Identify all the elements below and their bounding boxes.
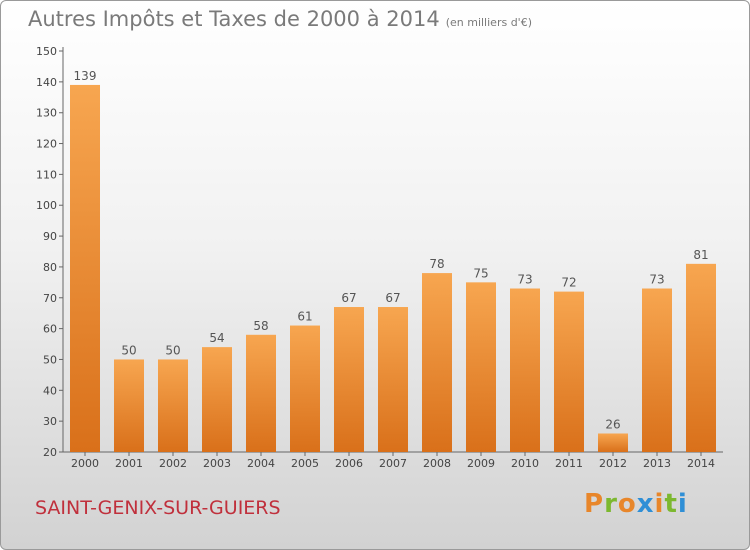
y-tick-label: 40 [43, 384, 57, 397]
bar-2014 [686, 263, 716, 452]
x-tick-label: 2007 [379, 457, 407, 470]
bar-2009 [466, 282, 496, 452]
bar-2013 [642, 288, 672, 452]
y-tick-label: 110 [36, 168, 57, 181]
logo-letter: t [664, 489, 678, 519]
bar-2000 [70, 84, 100, 452]
logo-letter: o [617, 489, 637, 519]
data-label: 81 [693, 248, 708, 262]
bar-2008 [422, 273, 452, 452]
x-tick-label: 2014 [687, 457, 715, 470]
bar-2001 [114, 359, 144, 452]
y-tick-label: 90 [43, 230, 57, 243]
data-label: 72 [561, 276, 576, 290]
data-label: 139 [74, 69, 97, 83]
x-tick-label: 2009 [467, 457, 495, 470]
bar-2004 [246, 334, 276, 452]
x-tick-label: 2002 [159, 457, 187, 470]
bar-2007 [378, 307, 408, 452]
bar-2012 [598, 433, 628, 452]
x-tick-label: 2008 [423, 457, 451, 470]
x-tick-label: 2004 [247, 457, 275, 470]
data-label: 54 [209, 331, 224, 345]
y-tick-label: 80 [43, 261, 57, 274]
y-tick-label: 150 [36, 45, 57, 58]
logo-letter: x [636, 489, 655, 519]
y-tick-label: 100 [36, 199, 57, 212]
logo-letter: P [584, 489, 605, 519]
bar-2006 [334, 307, 364, 452]
x-tick-label: 2013 [643, 457, 671, 470]
y-tick-label: 140 [36, 76, 57, 89]
y-tick-label: 20 [43, 446, 57, 459]
y-tick-label: 120 [36, 138, 57, 151]
proxiti-logo[interactable]: Proxiti [584, 489, 688, 519]
location-name: SAINT-GENIX-SUR-GUIERS [35, 497, 281, 519]
bar-2005 [290, 325, 320, 452]
bar-2011 [554, 291, 584, 452]
y-tick-label: 60 [43, 323, 57, 336]
chart-title-text: Autres Impôts et Taxes de 2000 à 2014 [28, 7, 440, 31]
logo-letter: i [654, 489, 665, 519]
x-tick-label: 2006 [335, 457, 363, 470]
y-tick-label: 50 [43, 353, 57, 366]
x-tick-label: 2001 [115, 457, 143, 470]
chart-labels: 2000 139 2001 50 2002 50 2003 54 2004 58 2005 61 200… [71, 69, 715, 470]
bar-2003 [202, 347, 232, 452]
chart-axes: 20 30 40 50 60 70 80 90 100 110 120 130 140 150 [36, 45, 723, 459]
bar-2010 [510, 288, 540, 452]
data-label: 67 [341, 291, 356, 305]
y-tick-label: 130 [36, 107, 57, 120]
data-label: 58 [253, 319, 268, 333]
x-tick-label: 2011 [555, 457, 583, 470]
data-label: 50 [165, 343, 180, 357]
bar-2002 [158, 359, 188, 452]
logo-letter: i [677, 489, 688, 519]
x-tick-label: 2012 [599, 457, 627, 470]
x-tick-label: 2000 [71, 457, 99, 470]
y-tick-label: 30 [43, 415, 57, 428]
data-label: 73 [649, 273, 664, 287]
chart-unit: (en milliers d'€) [445, 16, 532, 29]
data-label: 73 [517, 273, 532, 287]
chart-bars [70, 84, 716, 452]
data-label: 78 [429, 257, 444, 271]
chart-title: Autres Impôts et Taxes de 2000 à 2014 (en… [28, 7, 532, 31]
x-tick-label: 2005 [291, 457, 319, 470]
y-tick-label: 70 [43, 292, 57, 305]
data-label: 75 [473, 266, 488, 280]
data-label: 50 [121, 343, 136, 357]
x-tick-label: 2010 [511, 457, 539, 470]
data-label: 67 [385, 291, 400, 305]
x-tick-label: 2003 [203, 457, 231, 470]
logo-letter: r [604, 489, 618, 519]
data-label: 61 [297, 310, 312, 324]
data-label: 26 [605, 417, 620, 431]
